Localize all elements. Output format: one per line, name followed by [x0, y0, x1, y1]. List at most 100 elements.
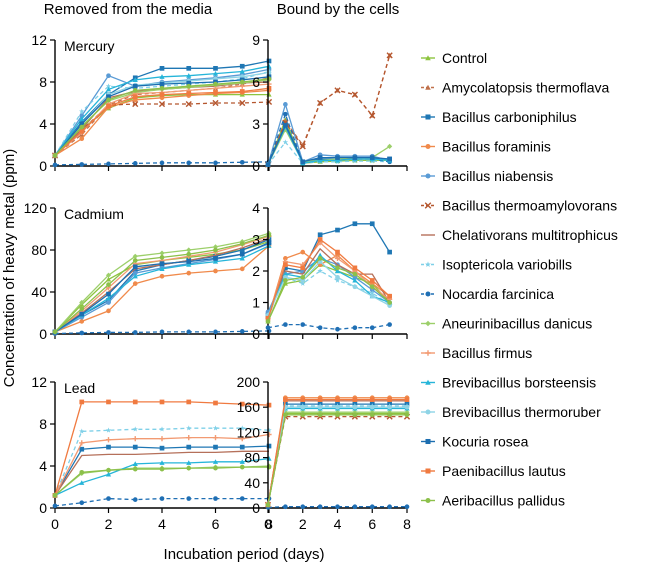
data-point [265, 98, 273, 106]
data-point [387, 397, 392, 402]
data-point [283, 265, 288, 271]
data-point [369, 221, 375, 227]
data-point [106, 308, 111, 314]
data-point [213, 444, 218, 450]
data-point [239, 329, 245, 334]
data-point [132, 253, 138, 259]
data-point [317, 268, 323, 274]
data-point [239, 401, 245, 407]
legend-item-amycolatopsis-thermoflava: Amycolatopsis thermoflava [421, 80, 610, 96]
data-point [105, 427, 112, 433]
series-line [267, 123, 390, 165]
data-point [283, 504, 288, 510]
data-point [159, 266, 165, 271]
legend-label: Aeribacillus pallidus [442, 493, 565, 509]
series-brevibacillus-borsteensis [265, 405, 410, 507]
data-point [283, 256, 288, 261]
series-nocardia-farcinica [52, 159, 272, 168]
data-point [266, 85, 272, 91]
data-point [52, 503, 58, 509]
data-point [334, 87, 341, 94]
data-point [132, 281, 138, 286]
data-point [352, 265, 358, 271]
x-tick-label: 0 [51, 516, 59, 532]
data-point [369, 155, 375, 160]
data-point [212, 99, 219, 107]
data-point [387, 249, 392, 255]
legend-item-brevibacillus-borsteensis: Brevibacillus borsteensis [421, 375, 596, 391]
data-point [369, 290, 375, 296]
legend-item-aeribacillus-pallidus: Aeribacillus pallidus [421, 493, 565, 509]
data-point [404, 404, 410, 410]
data-point [335, 404, 340, 410]
data-point [52, 162, 58, 168]
data-point [239, 459, 245, 464]
y-tick-label: 0 [39, 500, 47, 516]
y-tick-label: 4 [39, 116, 47, 132]
data-point [265, 315, 271, 321]
data-point [186, 91, 192, 96]
series-paenibacillus-lautus [265, 237, 392, 321]
legend-label: Nocardia farcinica [442, 286, 554, 302]
data-point [352, 271, 358, 277]
data-point [106, 97, 111, 103]
data-point [283, 262, 288, 268]
data-point [105, 437, 112, 443]
data-point [106, 300, 111, 305]
data-point [52, 493, 58, 498]
data-point [213, 465, 218, 471]
data-point [105, 276, 112, 282]
series-bacillus-thermoamylovorans [264, 413, 411, 508]
data-point [266, 240, 272, 245]
y-tick-label: 200 [237, 374, 261, 390]
series-line [267, 55, 391, 165]
data-point [386, 52, 393, 59]
data-point [79, 319, 85, 324]
data-point [265, 502, 271, 508]
x-tick-label: 8 [265, 516, 273, 532]
data-point [79, 162, 85, 167]
data-point [351, 91, 358, 98]
y-tick-label: 0 [39, 326, 47, 342]
legend-label: Bacillus foraminis [442, 139, 551, 155]
data-point [159, 74, 165, 79]
data-point [132, 258, 138, 263]
data-point [79, 116, 85, 121]
series-line [54, 433, 270, 496]
data-point [79, 129, 85, 134]
data-point [159, 160, 165, 166]
data-point [79, 306, 85, 312]
series-line [267, 257, 390, 313]
legend-item-chelativorans-multitrophicus: Chelativorans multitrophicus [421, 227, 618, 243]
data-point [300, 280, 306, 286]
series-aeribacillus-pallidus [265, 256, 392, 324]
legend-label: Aneurinibacillus danicus [442, 316, 592, 332]
data-point [186, 83, 192, 89]
panel-label-mercury: Mercury [64, 38, 115, 54]
data-point [79, 446, 85, 452]
data-point [106, 467, 111, 473]
x-tick-label: 6 [212, 516, 220, 532]
data-point [186, 465, 192, 471]
y-tick-label: 80 [31, 242, 47, 258]
y-tick-label: 80 [244, 450, 260, 466]
series-line [267, 102, 390, 165]
x-tick-label: 2 [299, 516, 307, 532]
data-point [79, 124, 85, 130]
data-point [317, 252, 323, 258]
data-point [239, 247, 245, 253]
data-point [369, 404, 375, 410]
series-line [267, 55, 391, 165]
x-tick-label: 0 [264, 516, 272, 532]
panel-bound-cadmium: 0 1 2 3 4 [252, 200, 408, 342]
legend-label: Bacillus thermoamylovorans [442, 198, 617, 214]
data-point [335, 504, 340, 510]
panel-bound-lead: 0 40 80 120 160 200 0 2 4 6 8 [237, 374, 411, 532]
data-point [106, 282, 111, 287]
series-aeribacillus-pallidus [52, 76, 272, 158]
data-point [404, 504, 410, 510]
data-point [283, 322, 288, 327]
y-tick-label: 2 [252, 263, 260, 279]
data-point [132, 461, 138, 466]
